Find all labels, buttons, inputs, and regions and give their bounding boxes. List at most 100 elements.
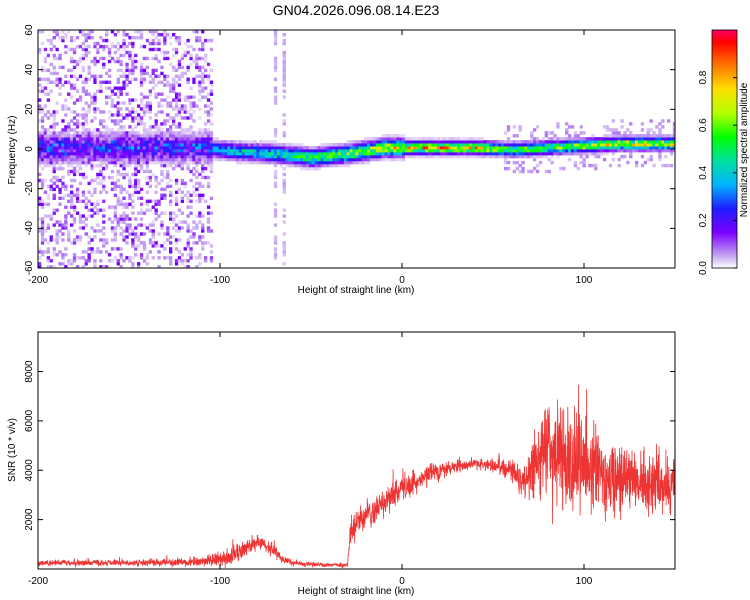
spectrogram-cell bbox=[58, 196, 62, 200]
spectrogram-cell bbox=[404, 149, 409, 153]
spectrogram-cell bbox=[157, 92, 161, 96]
spectrogram-cell bbox=[107, 175, 112, 180]
spectrogram-cell bbox=[55, 140, 59, 144]
spectrogram-cell bbox=[70, 199, 74, 203]
spectrogram-cell bbox=[40, 125, 45, 129]
spectrogram-cell bbox=[177, 62, 182, 67]
spectrogram-cell bbox=[169, 247, 173, 251]
spectrogram-cell bbox=[81, 116, 86, 120]
spectrogram-cell bbox=[192, 149, 196, 153]
spectrogram-cell bbox=[78, 74, 83, 78]
spectrogram-cell bbox=[113, 247, 118, 251]
spectrogram-cell bbox=[177, 98, 182, 102]
spectrogram-cell bbox=[122, 131, 126, 135]
spectrogram-cell bbox=[180, 152, 185, 156]
spectrogram-cell bbox=[186, 214, 190, 218]
spectrogram-cell bbox=[78, 199, 83, 203]
spectrogram-cell bbox=[154, 217, 158, 221]
spectrogram-cell bbox=[157, 181, 161, 186]
spectrogram-cell bbox=[661, 143, 665, 147]
spectrogram-cell bbox=[221, 140, 225, 144]
spectrogram-cell bbox=[137, 262, 141, 266]
spectrogram-cell bbox=[209, 134, 214, 138]
x-tick-label: -200 bbox=[28, 576, 48, 587]
spectrogram-cell bbox=[67, 259, 71, 263]
spectrogram-cell bbox=[172, 116, 176, 120]
spectrogram-cell bbox=[90, 193, 94, 197]
spectrogram-cell bbox=[78, 214, 83, 218]
spectrogram-cell bbox=[597, 137, 601, 141]
spectrogram-cell bbox=[174, 38, 179, 43]
spectrogram-cell bbox=[75, 140, 80, 144]
spectrogram-cell bbox=[46, 154, 51, 159]
spectrogram-cell bbox=[113, 131, 118, 135]
spectrogram-cell bbox=[160, 131, 164, 135]
spectrogram-cell bbox=[145, 163, 150, 168]
spectrogram-cell bbox=[390, 137, 394, 141]
spectrogram-cell bbox=[201, 166, 205, 171]
spectrogram-cell bbox=[125, 65, 129, 70]
spectrogram-cell bbox=[626, 134, 630, 138]
spectrogram-cell bbox=[503, 166, 508, 171]
spectrogram-cell bbox=[206, 217, 211, 221]
spectrogram-cell bbox=[501, 149, 505, 153]
spectrogram-cell bbox=[238, 143, 243, 147]
spectrogram-cell bbox=[64, 113, 68, 117]
spectrogram-cell bbox=[78, 122, 83, 126]
spectrogram-cell bbox=[512, 143, 517, 147]
spectrogram-cell bbox=[64, 128, 68, 132]
spectrogram-cell bbox=[40, 128, 45, 132]
spectrogram-cell bbox=[134, 149, 138, 153]
spectrogram-cell bbox=[544, 146, 549, 150]
spectrogram-cell bbox=[148, 41, 153, 46]
spectrogram-cell bbox=[154, 92, 158, 96]
spectrogram-cell bbox=[142, 259, 147, 263]
spectrogram-cell bbox=[303, 146, 307, 150]
spectrogram-cell bbox=[81, 175, 86, 180]
spectrogram-cell bbox=[142, 77, 147, 81]
spectrogram-cell bbox=[166, 119, 170, 123]
spectrogram-cell bbox=[113, 113, 118, 117]
spectrogram-cell bbox=[148, 175, 153, 180]
spectrogram-cell bbox=[410, 140, 415, 144]
spectrogram-cell bbox=[218, 154, 222, 159]
spectrogram-cell bbox=[116, 119, 120, 123]
spectrogram-cell bbox=[276, 149, 281, 153]
spectrogram-cell bbox=[166, 238, 170, 242]
spectrogram-cell bbox=[320, 160, 324, 165]
spectrogram-cell bbox=[271, 160, 275, 165]
spectrogram-cell bbox=[250, 140, 254, 144]
spectrogram-cell bbox=[61, 238, 65, 242]
spectrogram-cell bbox=[131, 137, 135, 141]
spectrogram-cell bbox=[151, 30, 155, 34]
spectrogram-cell bbox=[67, 80, 71, 84]
spectrogram-cell bbox=[655, 149, 659, 153]
spectrogram-cell bbox=[594, 149, 598, 153]
spectrogram-cell bbox=[183, 116, 187, 120]
spectrogram-cell bbox=[492, 140, 496, 144]
spectrogram-cell bbox=[189, 178, 193, 183]
spectrogram-cell bbox=[198, 152, 202, 156]
spectrogram-cell bbox=[174, 238, 179, 242]
spectrogram-cell bbox=[367, 154, 371, 159]
spectrogram-cell bbox=[148, 178, 153, 183]
spectrogram-cell bbox=[128, 140, 132, 144]
spectrogram-cell bbox=[364, 160, 368, 165]
spectrogram-cell bbox=[52, 265, 56, 268]
spectrogram-cell bbox=[64, 74, 68, 78]
spectrogram-cell bbox=[396, 152, 400, 156]
spectrogram-cell bbox=[84, 89, 88, 93]
spectrogram-cell bbox=[486, 154, 490, 159]
spectrogram-cell bbox=[658, 152, 662, 156]
spectrogram-cell bbox=[145, 190, 150, 194]
spectrogram-cell bbox=[436, 149, 441, 153]
spectrogram-cell bbox=[565, 128, 569, 132]
spectrogram-cell bbox=[204, 143, 208, 147]
spectrogram-cell bbox=[253, 146, 257, 150]
spectrogram-cell bbox=[617, 146, 621, 150]
spectrogram-cell bbox=[172, 68, 176, 73]
spectrogram-cell bbox=[317, 163, 321, 168]
spectrogram-cell bbox=[105, 80, 109, 84]
spectrogram-cell bbox=[160, 143, 164, 147]
spectrogram-cell bbox=[186, 80, 190, 84]
